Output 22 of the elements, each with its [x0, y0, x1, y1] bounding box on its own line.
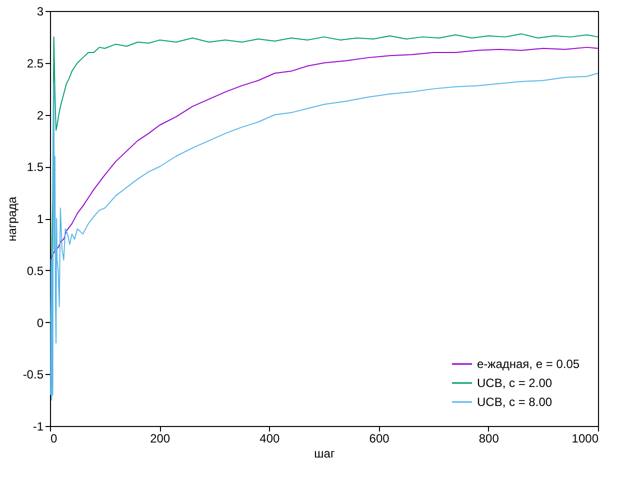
y-tick-label: -0.5: [22, 368, 44, 382]
y-tick-label: 0: [36, 316, 44, 330]
y-tick-label: 3: [36, 4, 44, 18]
legend-label: e-жадная, e = 0.05: [477, 357, 580, 371]
y-tick-label: -1: [32, 420, 44, 434]
y-tick-label: 1.5: [26, 160, 44, 174]
line-series: [50, 46, 598, 260]
y-tick-label: 2: [36, 108, 44, 122]
legend-label: UCB, c = 8.00: [477, 395, 552, 409]
y-axis-title: награда: [4, 196, 19, 242]
x-tick-label: 200: [150, 432, 170, 446]
x-tick-label: 400: [260, 432, 280, 446]
x-tick-label: 800: [478, 432, 500, 446]
x-axis-title: шаг: [314, 446, 336, 460]
x-tick-label: 1000: [572, 432, 599, 446]
legend-label: UCB, c = 2.00: [477, 376, 552, 390]
x-tick-label: 0: [50, 432, 58, 446]
y-tick-label: 2.5: [26, 56, 44, 70]
line-series: [50, 33, 598, 323]
y-tick-label: 1: [36, 212, 44, 226]
x-tick-label: 600: [369, 432, 390, 446]
y-tick-label: 0.5: [26, 264, 44, 278]
